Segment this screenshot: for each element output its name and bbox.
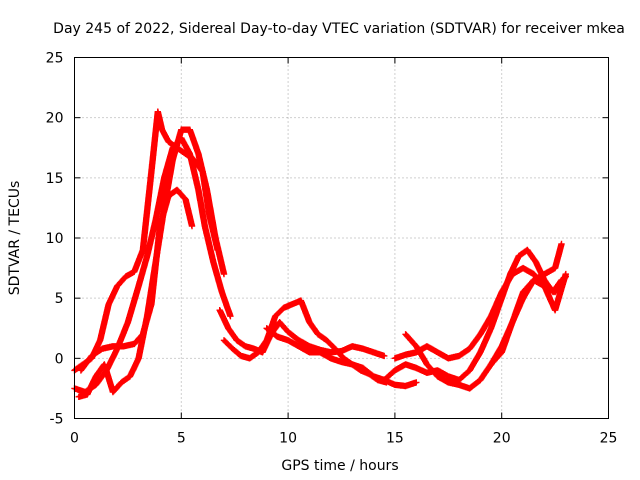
- y-axis-label: SDTVAR / TECUs: [7, 181, 23, 296]
- series-track-7: [263, 325, 420, 390]
- series-track-11: [487, 270, 569, 368]
- x-tick-label: 5: [177, 431, 186, 447]
- series-markers: [487, 270, 569, 368]
- series-markers: [402, 240, 565, 392]
- y-tick-label: 25: [46, 51, 64, 67]
- x-tick-label: 15: [386, 431, 404, 447]
- series-track-10: [402, 240, 565, 392]
- y-tick-label: 15: [46, 171, 64, 187]
- series-markers: [263, 325, 420, 390]
- y-tick-label: 5: [55, 291, 64, 307]
- plot-frame: [74, 57, 609, 419]
- series-track-4: [77, 186, 196, 374]
- x-tick-label: 20: [493, 431, 511, 447]
- x-tick-label: 0: [70, 431, 79, 447]
- y-tick-label: 0: [55, 351, 64, 367]
- y-tick-label: 10: [46, 231, 64, 247]
- x-axis-label: GPS time / hours: [281, 458, 398, 474]
- y-tick-label: -5: [50, 412, 64, 428]
- axes: 0 5 10 15 20 25 -5 0 5 10 15 20 25: [46, 51, 618, 447]
- series-track-8: [381, 246, 565, 384]
- series-layer: [71, 108, 569, 400]
- chart-title: Day 245 of 2022, Sidereal Day-to-day VTE…: [53, 21, 625, 37]
- x-tick-label: 10: [279, 431, 297, 447]
- series-markers: [381, 246, 565, 384]
- series-markers: [216, 307, 388, 360]
- y-tick-label: 20: [46, 111, 64, 127]
- series-markers: [77, 186, 196, 374]
- x-tick-label: 25: [600, 431, 618, 447]
- series-track-5: [216, 307, 388, 360]
